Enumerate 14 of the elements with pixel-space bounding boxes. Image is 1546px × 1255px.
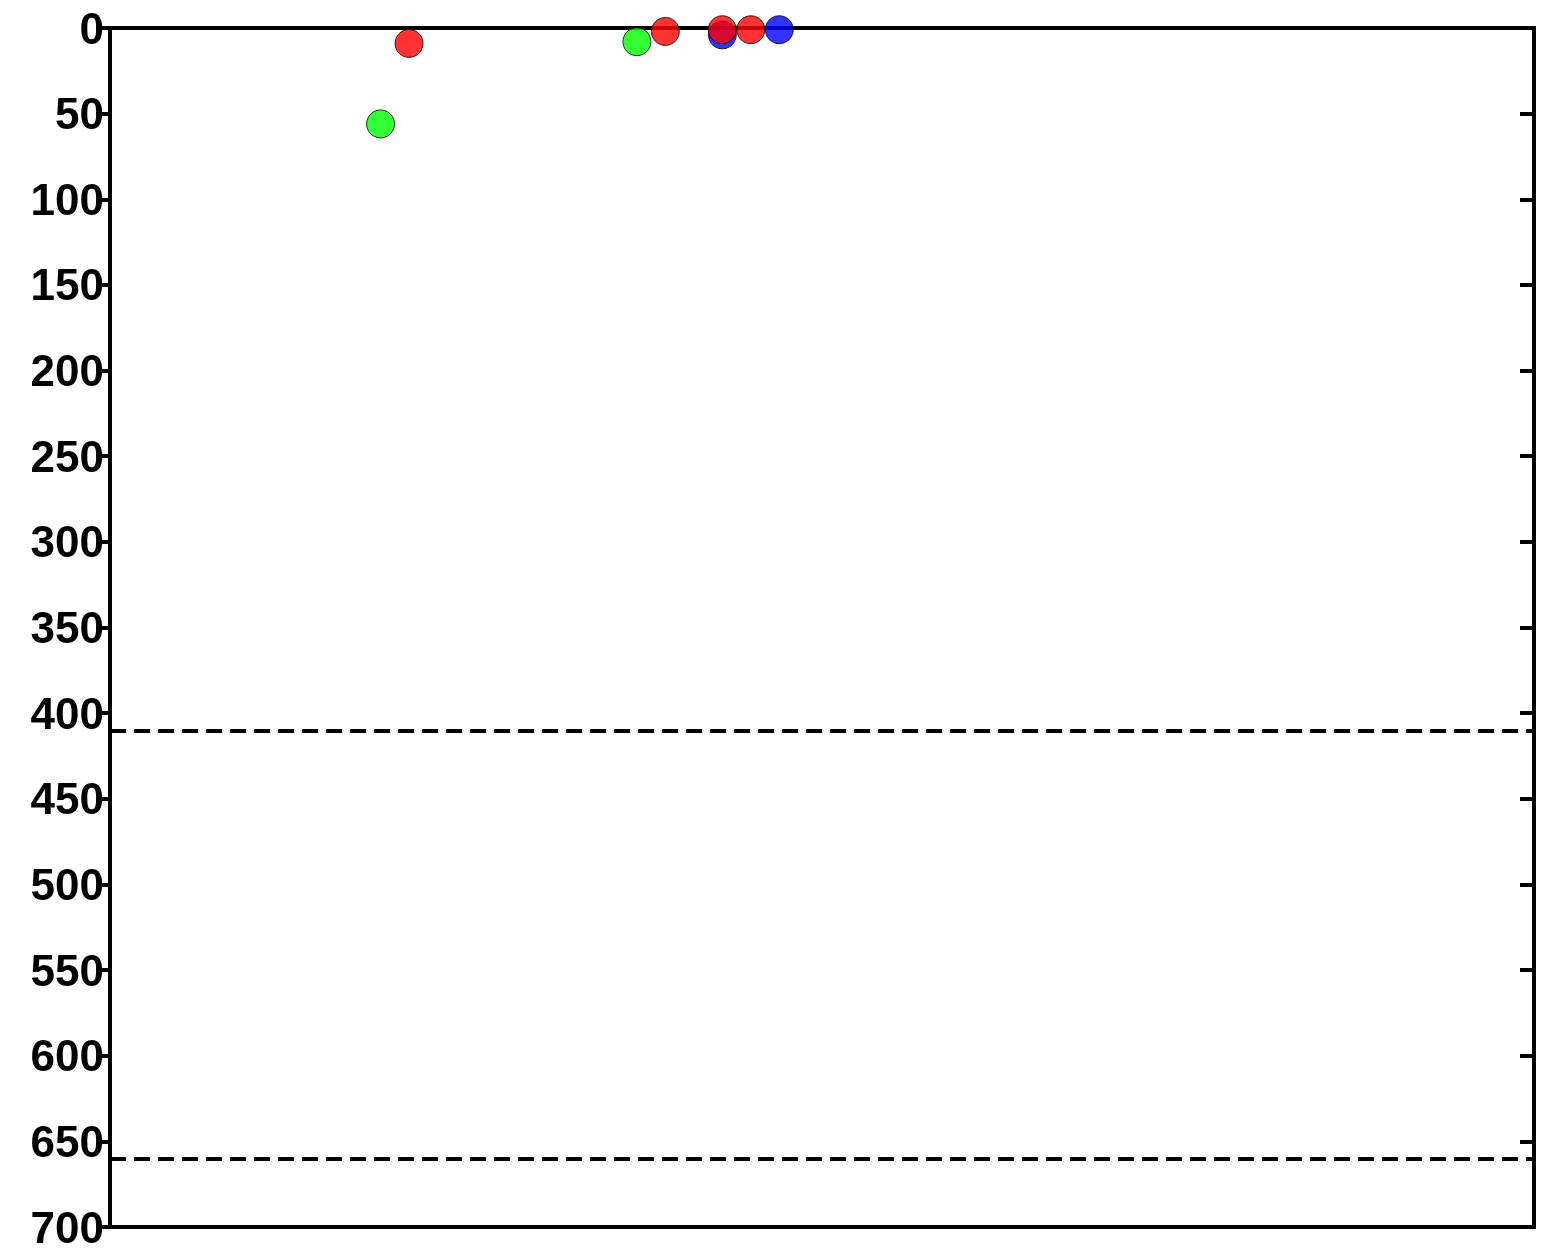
y-tick-label: 300	[30, 517, 104, 567]
y-tick-label: 100	[30, 174, 104, 224]
y-tick-label: 250	[30, 431, 104, 481]
y-tick-label: 600	[30, 1031, 104, 1081]
y-tick-label: 650	[30, 1116, 104, 1166]
y-tick-label: 500	[30, 859, 104, 909]
y-tick-label: 350	[30, 603, 104, 652]
y-tick-label: 400	[30, 688, 104, 738]
y-tick-label: 450	[30, 774, 104, 824]
y-tick-label: 200	[30, 346, 104, 396]
y-tick-label: 700	[30, 1202, 104, 1252]
y-tick-label: 550	[30, 945, 104, 995]
y-tick-label: 150	[30, 260, 104, 310]
y-tick-label: 50	[55, 89, 104, 139]
